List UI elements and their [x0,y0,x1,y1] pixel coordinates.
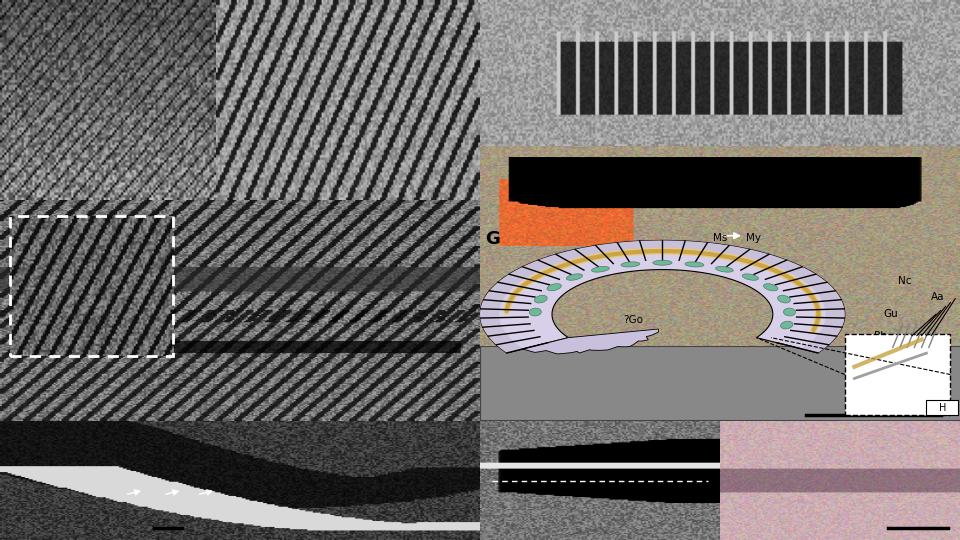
Text: In: In [409,213,419,222]
Ellipse shape [783,308,796,316]
Ellipse shape [566,274,583,280]
Ellipse shape [742,274,758,280]
Text: Gu: Gu [883,309,898,319]
Text: Aa: Aa [931,292,945,302]
Ellipse shape [780,321,793,329]
Ellipse shape [778,295,790,303]
Text: D: D [164,343,172,353]
Text: Nc: Nc [898,276,911,286]
Ellipse shape [591,266,610,272]
Text: My: My [746,233,761,242]
FancyBboxPatch shape [845,334,950,415]
FancyBboxPatch shape [284,235,307,350]
Text: I: I [5,422,12,440]
Text: F: F [483,3,495,21]
Ellipse shape [763,284,778,291]
FancyBboxPatch shape [314,235,336,350]
Text: Ms: Ms [713,233,727,242]
Text: Ms: Ms [16,289,32,299]
FancyBboxPatch shape [343,235,365,350]
Ellipse shape [685,262,704,267]
Ellipse shape [653,260,672,265]
Text: Gu: Gu [324,306,339,315]
Ellipse shape [621,262,639,267]
FancyBboxPatch shape [926,400,958,415]
Polygon shape [388,252,441,346]
FancyBboxPatch shape [372,235,395,350]
Text: J: J [483,422,490,440]
Text: ?Gop: ?Gop [270,208,295,219]
FancyBboxPatch shape [255,235,278,350]
Text: D: D [5,204,20,222]
Text: H: H [939,403,946,413]
Text: Tc: Tc [457,244,467,254]
Text: Ms: Ms [280,262,296,272]
Text: Ph: Ph [874,330,886,341]
Polygon shape [498,329,659,354]
Text: Gu: Gu [45,362,60,372]
Text: ?Go: ?Go [624,315,643,325]
Text: Ms: Ms [235,353,250,363]
Text: Nc: Nc [373,318,386,327]
Text: C: C [219,206,232,224]
Text: Ms: Ms [103,133,118,143]
Text: Nc: Nc [266,392,281,402]
FancyBboxPatch shape [401,235,423,350]
Text: An: An [16,481,32,491]
Text: G: G [485,230,499,248]
Ellipse shape [529,308,541,316]
Ellipse shape [715,266,733,272]
Text: K: K [723,422,736,440]
Text: B: B [219,3,232,21]
Text: A: A [5,3,18,21]
Polygon shape [480,240,845,353]
FancyBboxPatch shape [227,235,249,350]
Polygon shape [480,240,845,353]
Text: Gu: Gu [141,481,156,491]
Ellipse shape [535,295,547,303]
Ellipse shape [547,284,562,291]
